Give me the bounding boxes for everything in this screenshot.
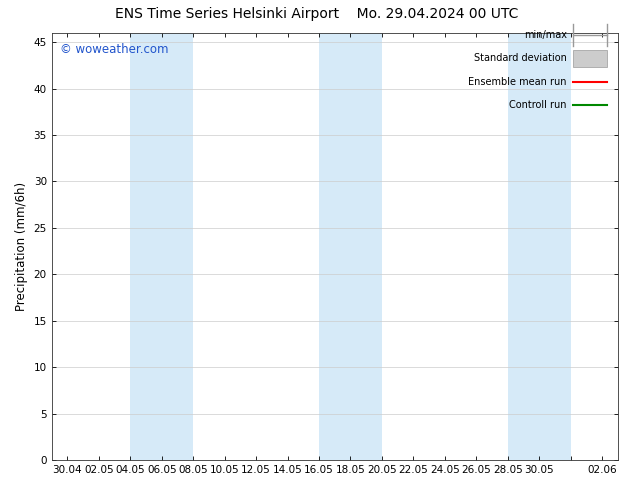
Bar [319, 33, 382, 460]
Text: min/max: min/max [524, 30, 567, 40]
Text: Controll run: Controll run [509, 100, 567, 110]
Text: Standard deviation: Standard deviation [474, 53, 567, 63]
Text: ENS Time Series Helsinki Airport    Mo. 29.04.2024 00 UTC: ENS Time Series Helsinki Airport Mo. 29.… [115, 7, 519, 22]
Bar [508, 33, 571, 460]
Text: © woweather.com: © woweather.com [60, 44, 169, 56]
Bar [573, 50, 607, 67]
Text: Ensemble mean run: Ensemble mean run [469, 77, 567, 87]
Bar [131, 33, 193, 460]
Y-axis label: Precipitation (mm/6h): Precipitation (mm/6h) [15, 182, 28, 311]
